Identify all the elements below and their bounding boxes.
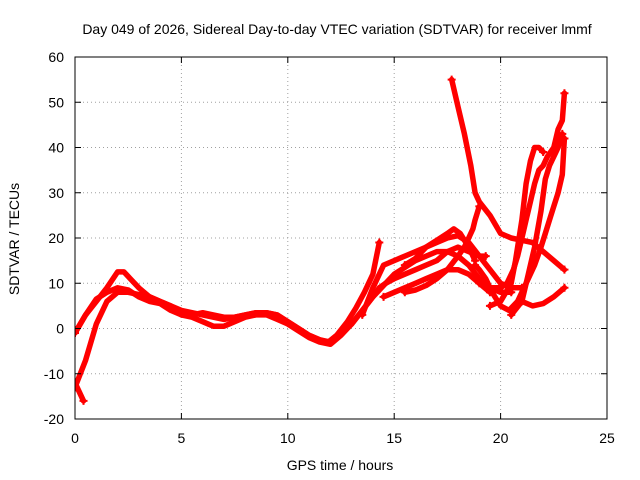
y-tick-label: 60 <box>48 49 64 65</box>
y-tick-label: 30 <box>48 185 64 201</box>
x-axis-label: GPS time / hours <box>287 457 394 473</box>
y-axis-label: SDTVAR / TECUs <box>6 183 22 295</box>
x-tick-label: 10 <box>280 430 296 446</box>
y-tick-label: -20 <box>44 411 64 427</box>
plus-marker <box>400 261 409 270</box>
y-tick-label: 50 <box>48 94 64 110</box>
series-s14 <box>519 285 568 309</box>
plus-marker <box>485 301 494 310</box>
x-tick-label: 15 <box>386 430 402 446</box>
x-tick-label: 20 <box>493 430 509 446</box>
plus-marker <box>517 297 526 306</box>
grid-lines <box>75 57 607 419</box>
plus-marker <box>507 310 516 319</box>
plus-marker <box>560 89 569 98</box>
series-s4 <box>75 248 514 348</box>
y-tick-label: -10 <box>44 366 64 382</box>
series-s13 <box>508 131 566 318</box>
series-s12 <box>487 144 546 309</box>
series-s3 <box>75 239 383 345</box>
plus-marker <box>79 396 88 405</box>
series-s8 <box>402 203 483 296</box>
y-tick-label: 10 <box>48 275 64 291</box>
plot-area <box>75 75 569 405</box>
y-tick-label: 0 <box>56 321 64 337</box>
y-axis: -20 -10 0 10 20 30 40 50 60 <box>44 49 607 427</box>
plus-marker <box>379 292 388 301</box>
plus-marker <box>447 75 456 84</box>
plus-marker <box>400 288 409 297</box>
x-tick-label: 25 <box>599 430 615 446</box>
y-tick-label: 20 <box>48 230 64 246</box>
x-tick-label: 5 <box>178 430 186 446</box>
plus-marker <box>471 261 480 270</box>
plus-marker <box>475 279 484 288</box>
chart-title: Day 049 of 2026, Sidereal Day-to-day VTE… <box>82 21 591 37</box>
series-s6 <box>380 266 493 300</box>
series-group <box>75 75 569 405</box>
plus-marker <box>375 238 384 247</box>
x-axis: 0 5 10 15 20 25 <box>71 57 615 446</box>
plus-marker <box>358 310 367 319</box>
plus-marker <box>560 283 569 292</box>
plus-marker <box>75 383 79 392</box>
plus-marker <box>560 265 569 274</box>
y-tick-label: 40 <box>48 140 64 156</box>
x-tick-label: 0 <box>71 430 79 446</box>
plus-marker <box>75 329 79 338</box>
plus-marker <box>481 252 490 261</box>
plus-marker <box>539 148 548 157</box>
series-s11 <box>476 90 568 291</box>
plus-marker <box>558 129 567 138</box>
